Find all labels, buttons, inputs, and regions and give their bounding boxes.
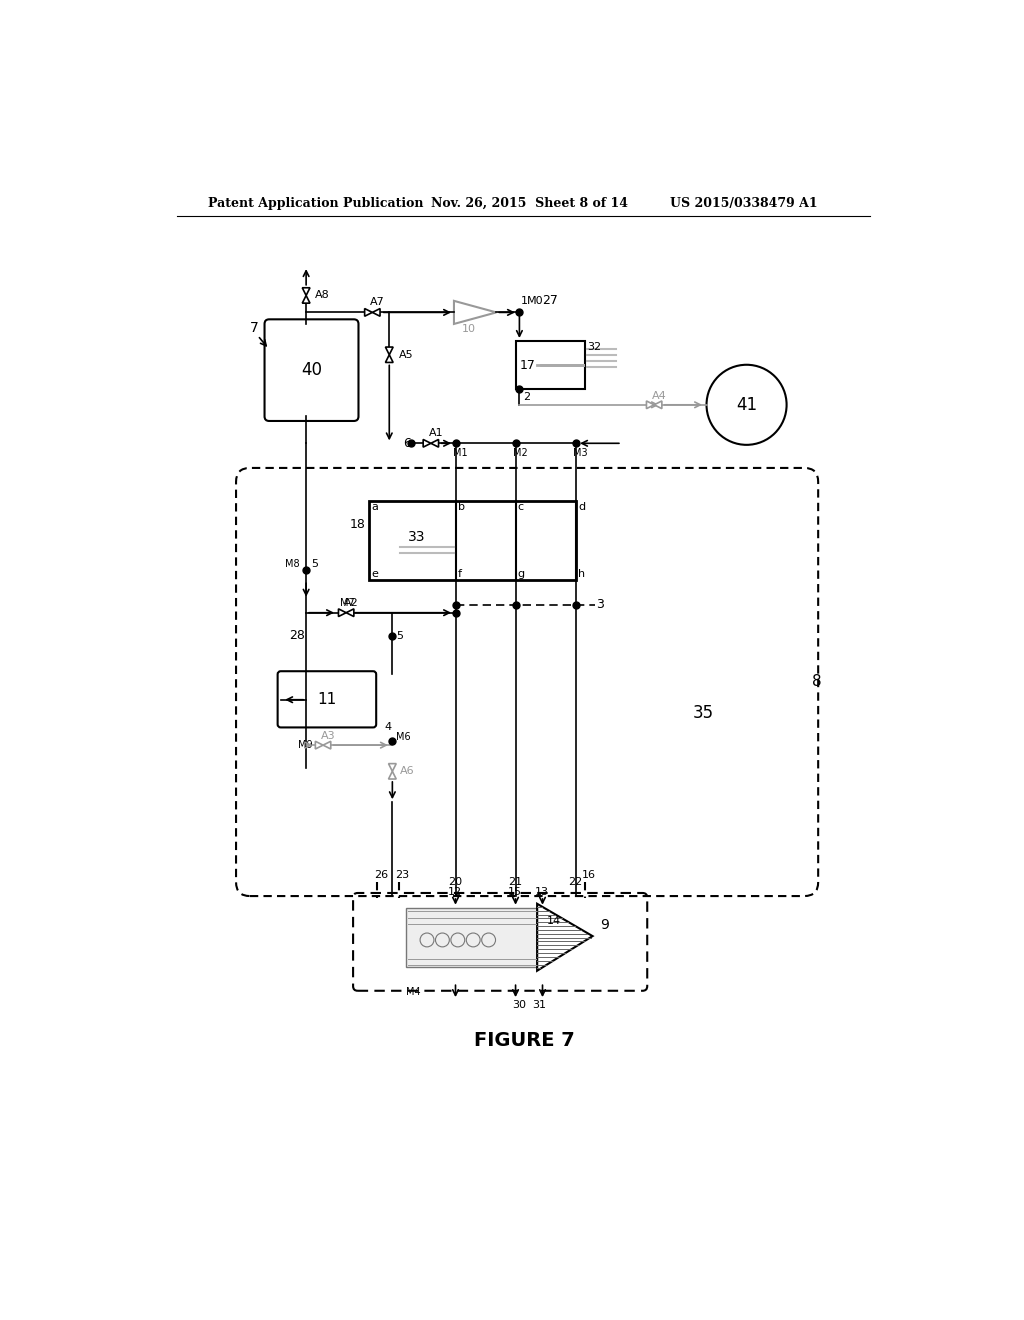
Text: A2: A2 [344,598,358,609]
Text: 10: 10 [462,325,476,334]
Text: 23: 23 [395,870,410,879]
Polygon shape [315,742,323,748]
Text: A4: A4 [652,391,667,400]
Text: 21: 21 [508,878,522,887]
Text: M2: M2 [513,447,528,458]
Text: 32: 32 [587,342,601,352]
Text: 27: 27 [543,294,558,308]
Text: 17: 17 [519,359,536,372]
Polygon shape [388,763,396,771]
Text: 3: 3 [596,598,604,611]
Text: 14: 14 [547,916,560,925]
Polygon shape [302,296,310,304]
Polygon shape [385,347,393,355]
Text: 2: 2 [523,392,530,403]
Polygon shape [302,288,310,296]
Bar [370,502,575,581]
Polygon shape [431,440,438,447]
Text: 15: 15 [508,887,522,898]
Text: Patent Application Publication: Patent Application Publication [208,197,423,210]
Text: 35: 35 [692,704,714,722]
Polygon shape [423,440,431,447]
Text: 33: 33 [408,529,425,544]
Text: Nov. 26, 2015  Sheet 8 of 14: Nov. 26, 2015 Sheet 8 of 14 [431,197,628,210]
Text: c: c [518,502,524,512]
Text: A1: A1 [429,428,443,438]
Text: a: a [372,502,379,512]
Text: 28: 28 [289,630,305,643]
Text: M3: M3 [573,447,588,458]
Text: 4: 4 [385,722,392,731]
Bar [407,908,538,966]
Text: 30: 30 [512,1001,525,1010]
Text: M8: M8 [285,560,299,569]
Text: f: f [458,569,462,579]
Text: A5: A5 [398,350,413,360]
Text: A3: A3 [321,731,336,741]
Text: 6: 6 [403,437,411,450]
Text: h: h [578,569,585,579]
Text: 1: 1 [521,296,528,306]
Text: A7: A7 [370,297,385,308]
Text: g: g [518,569,525,579]
Text: 5: 5 [310,560,317,569]
Text: 13: 13 [535,887,549,898]
Polygon shape [323,742,331,748]
Text: M7: M7 [340,598,354,609]
Text: 22: 22 [568,878,583,887]
Polygon shape [346,609,354,616]
Polygon shape [388,771,396,779]
Text: M4: M4 [407,987,421,998]
Polygon shape [385,355,393,363]
Text: A6: A6 [400,767,415,776]
Text: d: d [578,502,585,512]
Text: e: e [372,569,379,579]
Text: 31: 31 [532,1001,547,1010]
Text: M6: M6 [396,731,411,742]
Text: US 2015/0338479 A1: US 2015/0338479 A1 [670,197,817,210]
Polygon shape [654,401,662,409]
Text: b: b [458,502,465,512]
Text: 8: 8 [812,675,821,689]
Text: 20: 20 [447,878,462,887]
Text: 5: 5 [396,631,403,640]
Text: 26: 26 [374,870,388,879]
Text: 7: 7 [250,321,259,335]
Bar [515,341,585,389]
Polygon shape [365,309,373,317]
Text: M1: M1 [454,447,468,458]
Text: A8: A8 [315,290,330,301]
Polygon shape [373,309,380,317]
Text: M9: M9 [298,741,313,750]
Text: 11: 11 [317,692,337,706]
Text: 12: 12 [447,887,462,898]
Text: 9: 9 [600,917,609,932]
Text: 18: 18 [350,517,366,531]
Polygon shape [646,401,654,409]
Text: 40: 40 [301,362,322,379]
Text: 41: 41 [736,396,757,413]
Text: 16: 16 [582,870,596,879]
Text: FIGURE 7: FIGURE 7 [474,1031,575,1049]
Polygon shape [339,609,346,616]
Text: M0: M0 [527,296,544,306]
